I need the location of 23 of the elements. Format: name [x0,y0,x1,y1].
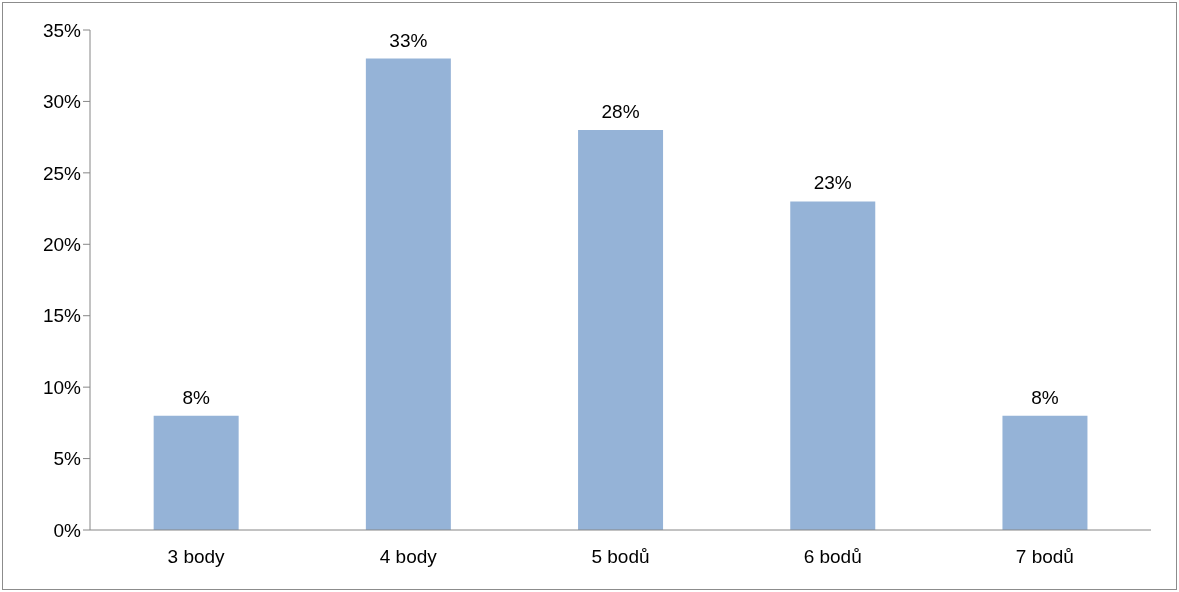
bar [365,58,451,530]
bar [1002,415,1088,530]
data-label: 8% [182,386,210,408]
y-tick-label: 15% [42,305,82,327]
bar [153,415,239,530]
x-tick-label: 5 bodů [591,546,650,568]
y-tick-label: 20% [42,234,82,256]
y-tick-label: 25% [42,162,82,184]
x-tick-label: 4 body [379,546,438,568]
bar [578,130,664,530]
data-label: 33% [389,29,428,51]
x-tick-label: 3 body [167,546,226,568]
y-tick-label: 10% [42,376,82,398]
y-tick-label: 35% [42,19,82,41]
y-tick-label: 0% [53,519,82,541]
y-tick-label: 5% [53,448,82,470]
data-label: 8% [1031,386,1059,408]
x-tick-label: 7 bodů [1015,546,1074,568]
bar [790,201,876,530]
data-label: 28% [601,101,640,122]
y-tick-label: 30% [42,91,82,113]
data-label: 23% [813,172,852,194]
x-tick-label: 6 bodů [803,546,862,568]
